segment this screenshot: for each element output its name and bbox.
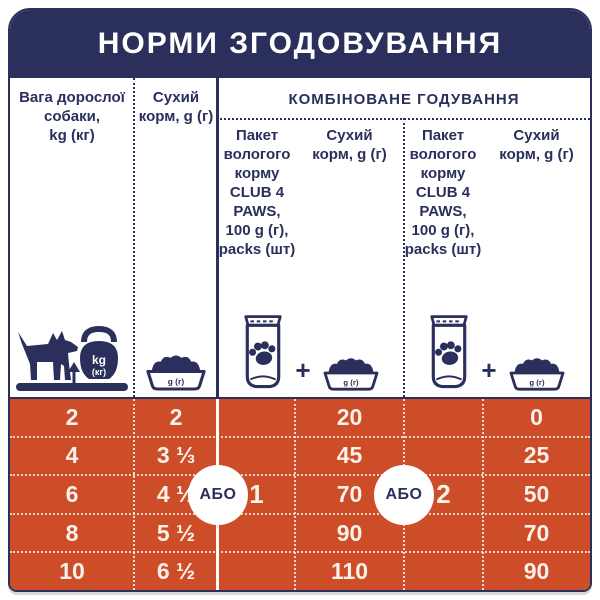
food-bowl-icon: g (г)	[146, 355, 206, 391]
wet-packs-count-1: 1	[249, 478, 264, 509]
svg-text:g (г): g (г)	[529, 378, 545, 387]
weight-cell: 10	[59, 558, 85, 585]
column-divider-solid	[216, 78, 219, 397]
combo-dry-cell: 70	[523, 519, 550, 546]
paw-print-icon	[249, 341, 276, 365]
wet-pouch-column-header-2: Пакет вологого корму CLUB 4 PAWS, 100 g …	[404, 127, 482, 258]
wet-food-pouch-icon	[430, 315, 469, 389]
weight-cell: 6	[65, 480, 79, 507]
weight-column-header: Вага дорослої собаки, kg (кг)	[19, 89, 125, 144]
weight-icon-group: kg (кг)	[12, 326, 132, 392]
combo-dry-cell: 110	[330, 558, 369, 585]
column-divider-dotted-1	[133, 78, 135, 397]
dog-icon	[18, 331, 78, 380]
paw-print-icon	[435, 341, 462, 365]
svg-text:kg: kg	[92, 353, 106, 367]
kettlebell-icon: kg (кг)	[80, 326, 118, 379]
combo2-icon-group: + g (г)	[404, 312, 590, 392]
dry-food-column-header: Сухий корм, g (г)	[138, 89, 214, 125]
page-title: НОРМИ ЗГОДОВУВАННЯ	[97, 27, 503, 60]
scale-platform-icon	[16, 362, 128, 391]
svg-text:g (г): g (г)	[343, 378, 359, 387]
combo-dry-cell: 0	[530, 403, 543, 430]
table-header-area: Вага дорослої собаки, kg (кг) Сухий корм…	[10, 78, 590, 397]
combo-dry-cell: 70	[336, 480, 363, 507]
combined-header-divider	[220, 118, 590, 120]
dry-food-cell: 5 ½	[156, 519, 196, 546]
dry-food-cell: 3 ⅓	[156, 442, 196, 469]
or-badge-1: АБО	[188, 465, 248, 525]
body-column-divider	[294, 399, 296, 590]
feeding-chart-panel: НОРМИ ЗГОДОВУВАННЯ Вага дорослої собаки,…	[8, 8, 592, 592]
column-divider-dotted-2	[403, 118, 405, 397]
combo-dry-cell: 90	[523, 558, 550, 585]
combo1-icon-group: + g (г)	[218, 312, 404, 392]
combo-dry-column-header-2: Сухий корм, g (г)	[499, 127, 574, 163]
combo-dry-cell: 90	[336, 519, 363, 546]
dry-food-cell: 2	[169, 403, 183, 430]
plus-icon: +	[295, 355, 311, 385]
table-body: 2 2 20 0 4 3 ⅓ 45 25 6 4 ½ 1 70 2 50 8 5…	[10, 397, 590, 590]
dog-weight-icon: kg (кг)	[16, 326, 128, 391]
combo-dry-cell: 25	[523, 442, 550, 469]
body-column-divider	[482, 399, 484, 590]
dry-food-icon-group: g (г)	[134, 351, 218, 392]
wet-food-pouch-icon	[244, 315, 283, 389]
svg-text:(кг): (кг)	[92, 367, 106, 377]
wet-packs-count-2: 2	[436, 478, 451, 509]
combo-dry-cell: 45	[336, 442, 363, 469]
weight-cell: 4	[65, 442, 79, 469]
plus-icon: +	[481, 355, 497, 385]
weight-cell: 8	[65, 519, 79, 546]
combo-dry-column-header-1: Сухий корм, g (г)	[312, 127, 387, 163]
body-column-divider	[133, 399, 135, 590]
or-badge-2: АБО	[374, 465, 434, 525]
wet-pouch-column-header-1: Пакет вологого корму CLUB 4 PAWS, 100 g …	[218, 127, 296, 258]
table-row: 2 2 20 0	[10, 399, 590, 436]
combo-dry-cell: 20	[336, 403, 363, 430]
food-bowl-icon: g (г)	[509, 358, 565, 391]
weight-cell: 2	[65, 403, 79, 430]
combo-dry-cell: 50	[523, 480, 550, 507]
table-row: 4 3 ⅓ 45 25	[10, 435, 590, 475]
svg-text:g (г): g (г)	[168, 376, 185, 386]
table-row: 6 4 ½ 1 70 2 50	[10, 474, 590, 513]
food-bowl-icon: g (г)	[323, 358, 379, 391]
table-row: 8 5 ½ 90 70	[10, 512, 590, 552]
dry-food-cell: 6 ½	[156, 558, 196, 585]
table-row: 10 6 ½ 110 90	[10, 551, 590, 590]
title-bar: НОРМИ ЗГОДОВУВАННЯ	[10, 10, 590, 78]
combined-feeding-header: КОМБІНОВАНЕ ГОДУВАННЯ	[288, 91, 520, 108]
